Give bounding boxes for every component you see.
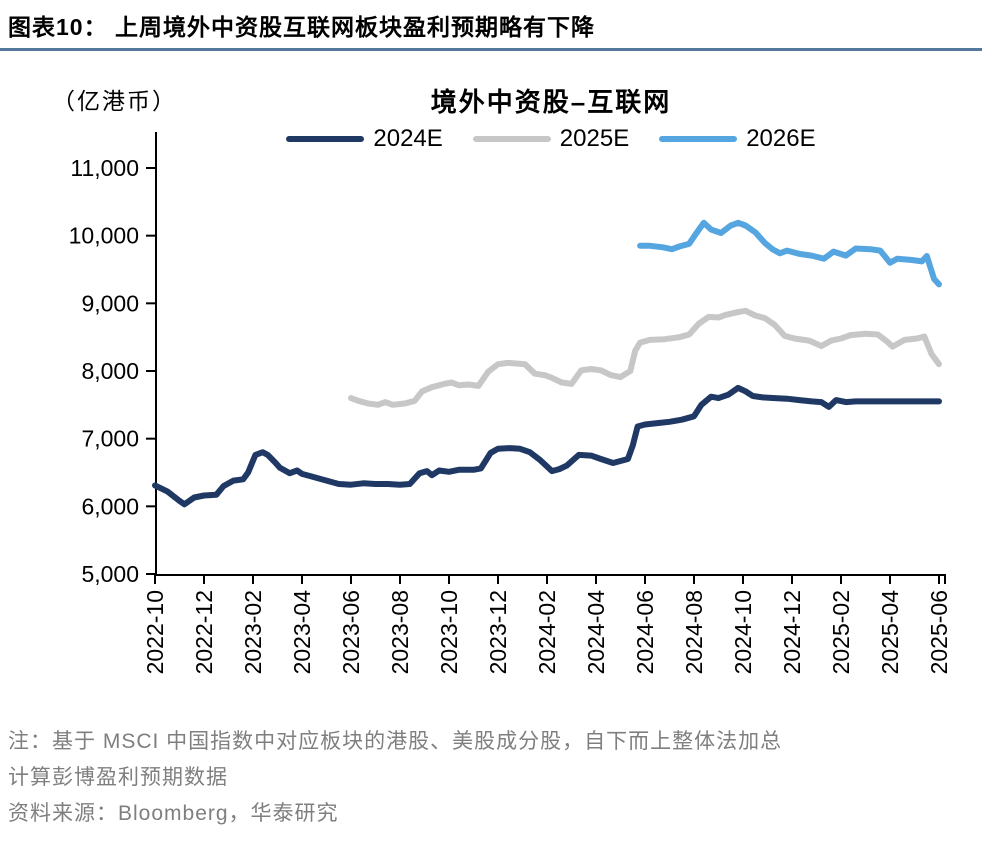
y-tick-label: 6,000 bbox=[81, 493, 139, 519]
legend-item-2025e: 2025E bbox=[472, 125, 630, 153]
y-tick-label: 7,000 bbox=[81, 426, 139, 452]
x-tick-label: 2023-04 bbox=[289, 590, 315, 675]
legend-swatch-2024e-icon bbox=[286, 136, 365, 142]
x-tick-label: 2024-10 bbox=[730, 590, 756, 674]
y-tick-label: 9,000 bbox=[81, 290, 139, 316]
x-tick-label: 2024-08 bbox=[681, 590, 707, 674]
x-tick-label: 2022-10 bbox=[142, 590, 168, 674]
header-divider bbox=[0, 48, 982, 51]
line-chart: 5,000 6,000 7,000 8,000 9,000 10,000 11,000 202… bbox=[69, 132, 952, 675]
x-tick-label: 2023-12 bbox=[485, 590, 511, 674]
y-tick-label: 8,000 bbox=[81, 358, 139, 384]
legend-label-2025e: 2025E bbox=[559, 125, 630, 152]
x-tick-label: 2024-04 bbox=[583, 590, 609, 675]
legend-item-2026e: 2026E bbox=[659, 125, 816, 153]
x-tick-label: 2022-12 bbox=[191, 590, 217, 674]
series-line-2026e bbox=[637, 219, 942, 288]
x-tick-label: 2025-04 bbox=[877, 590, 903, 675]
chart-legend: 2024E 2025E 2026E bbox=[155, 122, 947, 156]
legend-label-2026e: 2026E bbox=[746, 125, 816, 152]
y-tick-label: 5,000 bbox=[81, 561, 139, 587]
y-tick-label: 10,000 bbox=[69, 223, 139, 249]
chart-title: 境外中资股–互联网 bbox=[430, 87, 672, 117]
legend-swatch-2026e-icon bbox=[659, 136, 738, 142]
x-tick-label: 2023-08 bbox=[387, 590, 413, 674]
x-tick-label: 2023-02 bbox=[240, 590, 266, 674]
y-axis-unit-label: （亿港币） bbox=[52, 88, 177, 114]
series-line-2025e bbox=[348, 307, 942, 408]
legend-swatch-2025e-icon bbox=[472, 136, 551, 142]
legend-item-2024e: 2024E bbox=[286, 125, 443, 153]
x-tick-label: 2024-06 bbox=[632, 590, 658, 674]
legend-label-2024e: 2024E bbox=[373, 125, 443, 152]
y-tick-label: 11,000 bbox=[70, 155, 139, 181]
x-tick-label: 2025-02 bbox=[828, 590, 854, 674]
x-tick-label: 2025-06 bbox=[926, 590, 952, 674]
x-tick-label: 2023-10 bbox=[436, 590, 462, 674]
note-line-2: 计算彭博盈利预期数据 bbox=[8, 766, 228, 789]
x-tick-label: 2024-02 bbox=[534, 590, 560, 674]
x-tick-label: 2024-12 bbox=[779, 590, 805, 674]
footnotes: 注：基于 MSCI 中国指数中对应板块的港股、美股成分股，自下而上整体法加总 计… bbox=[8, 724, 974, 832]
source-line: 资料来源：Bloomberg，华泰研究 bbox=[8, 802, 339, 825]
series-line-2024e bbox=[152, 384, 942, 508]
note-line-1: 注：基于 MSCI 中国指数中对应板块的港股、美股成分股，自下而上整体法加总 bbox=[8, 730, 783, 753]
x-tick-label: 2023-06 bbox=[338, 590, 364, 674]
figure-header-title: 图表10： 上周境外中资股互联网板块盈利预期略有下降 bbox=[8, 14, 595, 40]
